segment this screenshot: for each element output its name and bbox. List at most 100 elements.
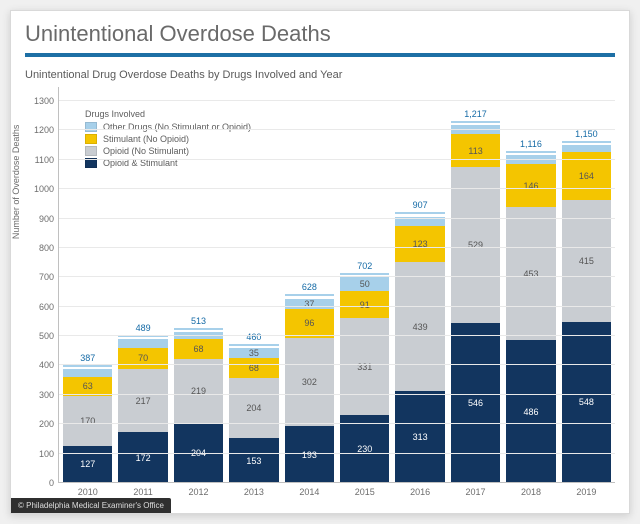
- bar-segment: 219: [174, 359, 223, 423]
- y-tick: 600: [39, 302, 54, 312]
- legend-label: Stimulant (No Opioid): [103, 134, 189, 144]
- y-tick: 400: [39, 360, 54, 370]
- bar-total-cap: [285, 294, 334, 296]
- bar-stack: 12717063: [63, 369, 112, 483]
- x-tick-label: 2019: [562, 487, 611, 497]
- y-tick: 100: [39, 449, 54, 459]
- gridline: [59, 423, 615, 424]
- bar-segment: 123: [395, 226, 444, 262]
- gridline: [59, 453, 615, 454]
- bar-segment: 35: [229, 348, 278, 358]
- y-tick: 1000: [34, 184, 54, 194]
- bar-segment: 153: [229, 438, 278, 483]
- legend-item: Other Drugs (No Stimulant or Opioid): [85, 122, 251, 132]
- gridline: [59, 100, 615, 101]
- bar-segment: 529: [451, 167, 500, 322]
- bar-column: 62819330296372014: [285, 299, 334, 484]
- bar-segment: 548: [562, 322, 611, 483]
- bar-total-cap: [451, 121, 500, 123]
- gridline: [59, 394, 615, 395]
- bar-stack: 20421968: [174, 332, 223, 483]
- bar-column: 489172217702011: [118, 339, 167, 483]
- x-tick-label: 2011: [118, 487, 167, 497]
- y-tick: 0: [49, 478, 54, 488]
- bar-total-cap: [506, 151, 555, 153]
- bar-column: 1,2175465291132017: [451, 125, 500, 483]
- chart-subtitle: Unintentional Drug Overdose Deaths by Dr…: [25, 69, 615, 81]
- x-tick-label: 2010: [63, 487, 112, 497]
- bar-segment: 113: [451, 134, 500, 167]
- bar-stack: 546529113: [451, 125, 500, 483]
- bar-segment: 170: [63, 396, 112, 446]
- x-tick-label: 2014: [285, 487, 334, 497]
- y-tick: 500: [39, 331, 54, 341]
- x-tick-label: 2016: [395, 487, 444, 497]
- gridline: [59, 247, 615, 248]
- bar-stack: 548415164: [562, 145, 611, 483]
- y-axis: 0100200300400500600700800900100011001200…: [25, 87, 59, 483]
- bar-total-cap: [174, 328, 223, 330]
- bar-total-label: 1,150: [562, 129, 611, 139]
- y-tick: 1200: [34, 125, 54, 135]
- bar-segment: 172: [118, 432, 167, 483]
- bar-segment: 230: [340, 415, 389, 483]
- bar-total-label: 1,217: [451, 109, 500, 119]
- y-tick: 1100: [35, 155, 54, 165]
- bar-segment: [118, 339, 167, 348]
- bar-column: 9073134391232016: [395, 217, 444, 483]
- gridline: [59, 364, 615, 365]
- legend-label: Opioid (No Stimulant): [103, 146, 189, 156]
- bar-column: 387127170632010: [63, 369, 112, 483]
- bar-stack: 313439123: [395, 217, 444, 483]
- bar-total-cap: [340, 273, 389, 275]
- bar-segment: 204: [229, 378, 278, 438]
- x-tick-label: 2012: [174, 487, 223, 497]
- bar-segment: 37: [285, 299, 334, 310]
- bar-column: 1,1505484151642019: [562, 145, 611, 483]
- bar-segment: 439: [395, 262, 444, 391]
- gridline: [59, 159, 615, 160]
- bar-column: 1,1164864531462018: [506, 155, 555, 483]
- bar-segment: 68: [174, 339, 223, 359]
- bar-segment: 486: [506, 340, 555, 483]
- bar-segment: 68: [229, 358, 278, 378]
- bar-segment: 96: [285, 309, 334, 337]
- x-tick-label: 2013: [229, 487, 278, 497]
- y-tick: 300: [39, 390, 54, 400]
- y-tick: 900: [39, 214, 54, 224]
- bar-segment: 331: [340, 318, 389, 415]
- bar-stack: 1933029637: [285, 299, 334, 484]
- y-axis-label: Number of Overdose Deaths: [11, 125, 21, 240]
- x-axis: [59, 482, 615, 483]
- bar-total-label: 702: [340, 261, 389, 271]
- bar-stack: 17221770: [118, 339, 167, 483]
- y-tick: 700: [39, 272, 54, 282]
- chart-area: Number of Overdose Deaths 01002003004005…: [25, 87, 615, 483]
- bar-segment: [562, 145, 611, 152]
- bar-stack: 486453146: [506, 155, 555, 483]
- legend-swatch: [85, 122, 97, 132]
- bar-total-label: 460: [229, 332, 278, 342]
- bar-segment: 146: [506, 164, 555, 207]
- bar-total-cap: [63, 365, 112, 367]
- bar-stack: 1532046835: [229, 348, 278, 483]
- x-tick-label: 2015: [340, 487, 389, 497]
- bar-column: 46015320468352013: [229, 348, 278, 483]
- chart-card: Unintentional Overdose Deaths Unintentio…: [10, 10, 630, 514]
- bar-segment: 127: [63, 446, 112, 483]
- bar-total-label: 387: [63, 353, 112, 363]
- legend: Drugs Involved Other Drugs (No Stimulant…: [79, 105, 257, 174]
- legend-swatch: [85, 146, 97, 156]
- gridline: [59, 129, 615, 130]
- bar-total-label: 489: [118, 323, 167, 333]
- y-tick: 200: [39, 419, 54, 429]
- bar-segment: 313: [395, 391, 444, 483]
- gridline: [59, 188, 615, 189]
- bar-total-label: 907: [395, 200, 444, 210]
- bar-segment: 50: [340, 277, 389, 292]
- legend-item: Opioid (No Stimulant): [85, 146, 251, 156]
- bar-total-cap: [395, 212, 444, 214]
- title-rule: [25, 53, 615, 57]
- legend-swatch: [85, 134, 97, 144]
- gridline: [59, 306, 615, 307]
